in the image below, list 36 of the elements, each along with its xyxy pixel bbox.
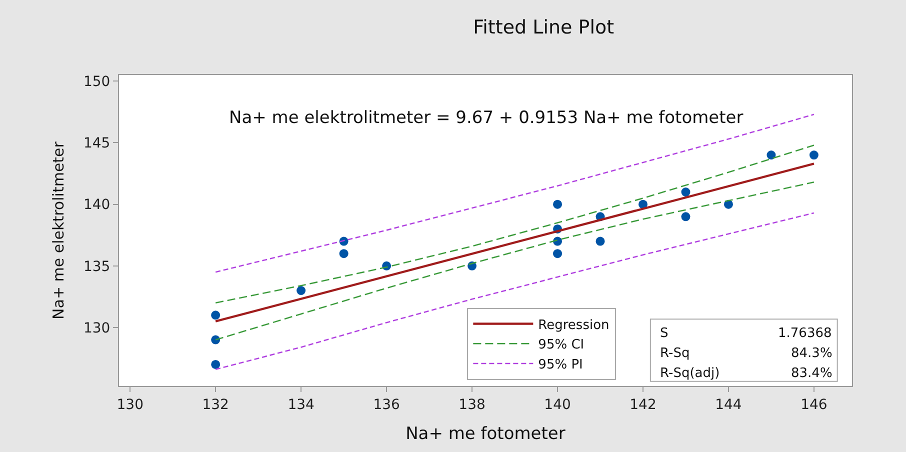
y-tick-label: 140 <box>83 197 110 214</box>
point <box>211 310 220 320</box>
point <box>766 150 776 160</box>
x-tick-label: 140 <box>544 396 571 413</box>
chart-title: Fitted Line Plot <box>473 16 614 39</box>
text: S 1.76368 <box>660 326 832 341</box>
point <box>211 360 220 369</box>
point <box>809 150 818 160</box>
legend-label: 95% PI <box>538 358 583 373</box>
x-axis-title: Na+ me fotometer <box>406 424 566 444</box>
legend-label: 95% CI <box>538 338 584 353</box>
x-tick-label: 132 <box>202 396 229 413</box>
y-tick-label: 145 <box>83 136 110 152</box>
line-series <box>214 144 815 304</box>
point <box>553 200 562 209</box>
x-tick-label: 142 <box>630 396 656 413</box>
y-tick-label: 150 <box>83 74 110 90</box>
annotation: Na+ me elektrolitmeter = 9.67 + 0.9153 Na+ me fotometer <box>229 108 744 128</box>
x-tick-label: 136 <box>373 396 400 413</box>
y-tick-label: 135 <box>83 258 110 275</box>
text: R-Sq(adj) 83.4% <box>660 366 832 381</box>
legend-label: Regression <box>538 318 610 333</box>
x-tick-label: 134 <box>288 396 315 413</box>
point <box>296 286 306 296</box>
point <box>681 212 690 222</box>
text: R-Sq 84.3% <box>660 346 832 361</box>
x-tick-label: 138 <box>458 396 486 413</box>
point <box>596 236 605 246</box>
y-tick-label: 130 <box>83 320 110 336</box>
x-tick-label: 144 <box>715 396 742 413</box>
x-tick-label: 146 <box>800 396 828 413</box>
x-tick-label: 130 <box>116 396 144 413</box>
y-axis-title: Na+ me elektrolitmeter <box>50 140 68 320</box>
point <box>681 188 690 197</box>
point <box>553 249 562 258</box>
point <box>339 249 348 258</box>
